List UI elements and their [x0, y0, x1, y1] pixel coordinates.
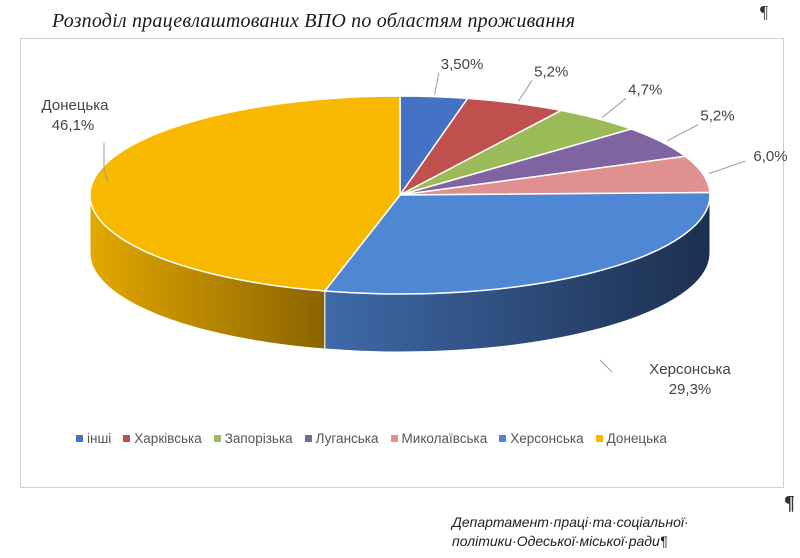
data-label-name-донецька: Донецька	[42, 97, 110, 114]
legend-label-запорізька: Запорізька	[224, 431, 293, 446]
pilcrow-mark-top: ¶	[760, 2, 769, 22]
chart-frame	[20, 38, 784, 488]
legend-label-миколаївська: Миколаївська	[401, 431, 488, 446]
legend: інші Харківська Запорізька Луганська Миколаї…	[76, 431, 667, 446]
legend-swatch-запорізька	[213, 435, 221, 442]
footer-line-1: Департамент·праці·та·соціальної·	[452, 514, 689, 530]
legend-label-харківська: Харківська	[134, 431, 202, 446]
data-label-value-харківська: 5,2%	[534, 63, 568, 80]
footer-line-2: політики·Одеської·міської·ради¶	[452, 533, 668, 549]
data-labels: 3,50% 5,2% 4,7% 5,2% 6,0% Херсонська 29,3% Доне…	[42, 56, 788, 398]
pie-slice-донецька	[89, 95, 401, 292]
legend-label-донецька: Донецька	[606, 431, 667, 446]
legend-item-запорізька: Запорізька	[213, 431, 293, 446]
legend-item-луганська: Луганська	[304, 431, 379, 446]
legend-label-луганська: Луганська	[315, 431, 379, 446]
data-label-value-інші: 3,50%	[441, 56, 484, 73]
pie-slice-херсонська	[323, 191, 711, 295]
data-label-value-херсонська: 29,3%	[669, 381, 712, 398]
chart-title: Розподіл працевлаштованих ВПО по областя…	[52, 10, 576, 32]
legend-label-херсонська: Херсонська	[510, 431, 584, 446]
legend-label-інші: інші	[87, 431, 112, 446]
leader-line-донецька	[103, 143, 109, 183]
leader-lines	[103, 72, 746, 373]
leader-line-інші	[434, 72, 440, 95]
legend-swatch-інші	[76, 435, 83, 442]
legend-item-херсонська: Херсонська	[499, 431, 584, 446]
leader-line-миколаївська	[708, 160, 746, 175]
footer-caption: Департамент·праці·та·соціальної· політик…	[452, 513, 689, 551]
legend-swatch-херсонська	[499, 435, 507, 442]
leader-line-херсонська	[599, 359, 613, 373]
leader-line-запорізька	[602, 97, 627, 118]
legend-swatch-луганська	[304, 435, 312, 442]
pie-slices	[89, 95, 711, 295]
legend-item-миколаївська: Миколаївська	[390, 431, 488, 446]
leader-line-луганська	[666, 124, 699, 142]
pilcrow-mark-right: ¶	[784, 492, 795, 514]
data-label-name-херсонська: Херсонська	[649, 361, 731, 378]
data-label-value-донецька: 46,1%	[52, 117, 95, 134]
data-label-value-запорізька: 4,7%	[628, 81, 662, 98]
legend-swatch-донецька	[595, 435, 603, 442]
leader-line-харківська	[517, 80, 533, 102]
legend-swatch-харківська	[123, 435, 131, 442]
data-label-value-миколаївська: 6,0%	[753, 148, 787, 165]
data-label-value-луганська: 5,2%	[700, 108, 734, 125]
legend-item-харківська: Харківська	[123, 431, 202, 446]
legend-item-донецька: Донецька	[595, 431, 667, 446]
legend-swatch-миколаївська	[390, 435, 398, 442]
legend-item-інші: інші	[76, 431, 111, 446]
